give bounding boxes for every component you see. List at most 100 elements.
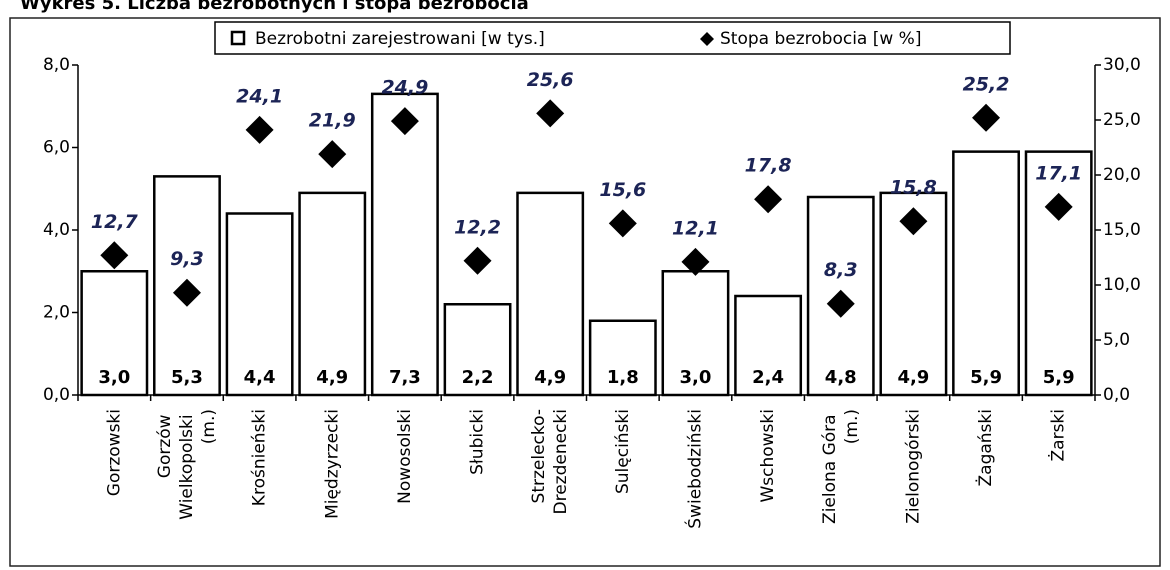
legend: Bezrobotni zarejestrowani [w tys.] Stopa… [214,21,1011,55]
bar [1024,150,1093,397]
legend-label: Bezrobotni zarejestrowani [w tys.] [255,29,545,49]
bar [80,270,149,397]
marker [608,209,637,238]
y2-tick-label: 0,0 [1103,385,1130,405]
marker [390,107,419,136]
x-tick-label-group: Świebodziński [683,409,705,529]
bar-label: 4,9 [316,367,348,388]
marker [318,140,347,169]
legend-box [214,21,1011,55]
marker [1044,192,1073,221]
x-tick-label-group: Gorzów Wielkopolski (m.) [155,409,219,520]
marker-label: 17,8 [745,155,792,177]
x-tick-label: Zielona Góra (m.) [820,409,862,524]
x-tick-label: Gorzów Wielkopolski (m.) [155,409,219,520]
x-tick-label: Wschowski [758,409,778,503]
x-tick-label: Krośnieński [250,409,270,506]
marker [100,241,129,270]
bar [516,191,585,397]
marker-label: 25,6 [527,69,574,91]
marker-label: 15,8 [890,177,937,199]
marker-label: 24,1 [236,85,283,107]
bar-label: 4,8 [825,367,857,388]
bar-label: 5,3 [171,367,203,388]
bar-label: 5,9 [970,367,1002,388]
marker [172,278,201,307]
bar-label: 2,4 [752,367,784,388]
x-tick-label-group: Nowosolski [395,409,415,504]
marker-label: 25,2 [963,73,1010,95]
marker-label: 21,9 [309,110,356,132]
marker [754,185,783,214]
x-tick-label: Świebodziński [683,409,705,529]
x-tick-label-group: Krośnieński [250,409,270,506]
y-tick-label: 4,0 [43,220,70,240]
marker [245,115,274,144]
bar [734,294,803,397]
marker-label: 12,1 [672,217,719,239]
y2-tick-label: 25,0 [1103,110,1141,130]
marker [899,207,928,236]
bar-label: 5,9 [1043,367,1075,388]
bar-label: 3,0 [680,367,712,388]
bar-label: 4,9 [534,367,566,388]
bar [298,191,367,397]
x-tick-label: Żarski [1048,409,1069,461]
legend-swatch [230,30,246,46]
bar [952,150,1020,397]
bar-label: 2,2 [462,367,494,388]
marker [536,99,565,128]
y2-tick-label: 30,0 [1103,55,1141,75]
x-tick-label: Sulęciński [613,409,633,494]
marker [681,247,710,276]
marker [972,103,1001,132]
x-tick-label-group: Strzelecko- Drezdenecki [529,409,571,515]
bar-label: 3,0 [98,367,130,388]
x-tick-label: Zielonogórski [903,409,923,524]
marker [826,289,855,318]
x-tick-label: Słubicki [468,409,488,475]
bar [225,212,294,397]
x-tick-label-group: Zielona Góra (m.) [820,409,862,524]
marker-label: 12,2 [454,216,501,238]
legend-label: Stopa bezrobocia [w %] [720,29,921,49]
y-tick-label: 2,0 [43,303,70,323]
x-tick-label: Strzelecko- Drezdenecki [529,409,571,515]
chart-title: Wykres 5. Liczba bezrobotnych i stopa be… [20,0,529,14]
marker [463,246,492,275]
y2-tick-label: 15,0 [1103,220,1141,240]
marker-label: 15,6 [599,179,646,201]
y2-tick-label: 5,0 [1103,330,1130,350]
x-tick-label-group: Żarski [1048,409,1069,461]
y-tick-label: 0,0 [43,385,70,405]
marker-label: 17,1 [1035,162,1082,184]
bar-label: 4,9 [897,367,929,388]
x-tick-label: Gorzowski [104,409,124,496]
y-tick-label: 8,0 [43,55,70,75]
x-tick-label: Nowosolski [395,409,415,504]
bar-label: 4,4 [244,367,276,388]
bar [588,319,657,397]
x-tick-label-group: Międzyrzecki [322,409,342,519]
y2-tick-label: 20,0 [1103,165,1141,185]
bar [661,270,730,397]
marker-label: 12,7 [91,211,139,233]
legend-swatch [700,32,714,46]
x-tick-label: Międzyrzecki [322,409,342,519]
x-tick-label-group: Słubicki [468,409,488,475]
marker-label: 9,3 [170,248,204,270]
y2-tick-label: 10,0 [1103,275,1141,295]
x-tick-label: Żagański [975,409,996,486]
bar [370,92,439,397]
marker-label: 8,3 [824,259,858,281]
chart-frame [9,17,1161,567]
bar [443,303,512,397]
y-tick-label: 6,0 [43,138,70,158]
x-tick-label-group: Żagański [975,409,996,486]
x-tick-label-group: Gorzowski [104,409,124,496]
bar-label: 7,3 [389,367,421,388]
x-tick-label-group: Zielonogórski [903,409,923,524]
bar-label: 1,8 [607,367,639,388]
marker-label: 24,9 [381,77,428,99]
